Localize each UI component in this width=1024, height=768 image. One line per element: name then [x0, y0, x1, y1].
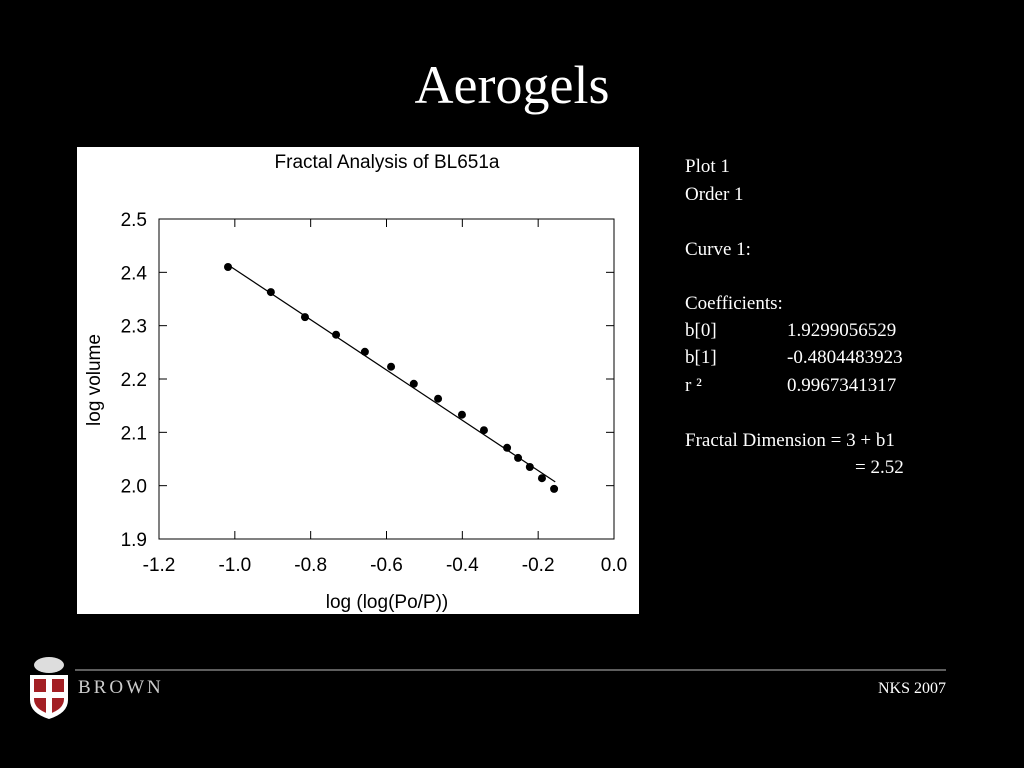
data-point [503, 443, 512, 452]
slide-title: Aerogels [415, 55, 610, 115]
note: Coefficients: [685, 293, 783, 314]
data-point [434, 394, 443, 403]
data-point [514, 453, 523, 462]
data-point [457, 410, 466, 419]
logo [30, 657, 68, 719]
data-point [537, 474, 546, 483]
y-tick-label: 2.5 [121, 210, 147, 231]
x-tick-label: 0.0 [601, 555, 627, 576]
y-tick-label: 1.9 [121, 530, 147, 551]
x-tick-label: -0.2 [522, 555, 555, 576]
y-tick-label: 2.4 [121, 263, 148, 284]
coef-name: r ² [685, 375, 702, 396]
x-tick-label: -0.4 [446, 555, 479, 576]
data-point [479, 426, 488, 435]
coef-name: b[0] [685, 320, 717, 341]
data-point [300, 313, 309, 322]
x-tick-label: -0.6 [370, 555, 403, 576]
x-tick-label: -1.2 [143, 555, 176, 576]
x-tick-label: -1.0 [218, 555, 251, 576]
y-tick-label: 2.2 [121, 370, 147, 391]
note: Fractal Dimension = 3 + b1 [685, 430, 895, 451]
note: = 2.52 [855, 457, 904, 478]
y-tick-label: 2.1 [121, 423, 147, 444]
x-tick-label: -0.8 [294, 555, 327, 576]
chart-title: Fractal Analysis of BL651a [275, 152, 500, 173]
fit-line [227, 264, 556, 483]
data-point [409, 379, 418, 388]
note: Order 1 [685, 184, 744, 205]
y-tick-label: 2.0 [121, 477, 147, 498]
x-axis-label: log (log(Po/P)) [326, 592, 449, 613]
note: Curve 1: [685, 239, 751, 260]
coef-value: -0.4804483923 [787, 347, 903, 368]
data-point [360, 347, 369, 356]
coef-name: b[1] [685, 347, 717, 368]
footer-brand: BROWN [78, 677, 164, 698]
footer-event: NKS 2007 [878, 680, 946, 697]
data-point [525, 463, 534, 471]
data-point [550, 484, 559, 493]
chart-panel [77, 147, 639, 614]
coef-value: 0.9967341317 [787, 375, 896, 396]
data-point [224, 263, 233, 271]
data-point [332, 330, 341, 339]
data-point [387, 362, 396, 371]
coef-value: 1.9299056529 [787, 320, 896, 341]
y-tick-label: 2.3 [121, 317, 147, 338]
y-axis-label: log volume [84, 334, 105, 426]
data-point [266, 288, 275, 297]
note: Plot 1 [685, 156, 730, 177]
